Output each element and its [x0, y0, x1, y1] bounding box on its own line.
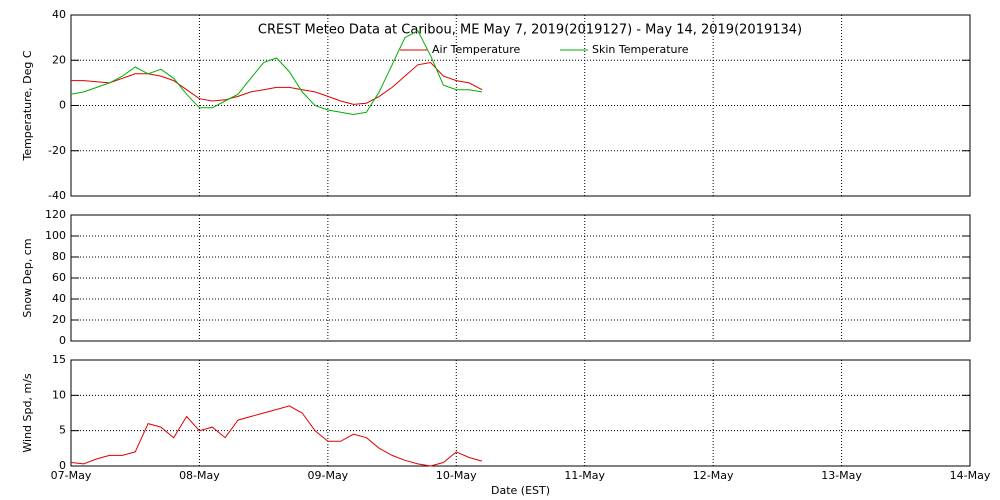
y-tick-label: 0	[59, 459, 66, 472]
y-axis-label: Temperature, Deg C	[21, 50, 34, 161]
y-tick-label: 0	[59, 99, 66, 112]
y-tick-label: 60	[52, 271, 66, 284]
y-tick-label: -40	[48, 189, 66, 202]
plot-frame	[70, 359, 971, 467]
y-tick-label: 40	[52, 8, 66, 21]
x-tick-label: 13-May	[821, 469, 862, 482]
y-tick-label: 20	[52, 313, 66, 326]
y-axis-label: Wind Spd, m/s	[21, 373, 34, 453]
legend-label: Air Temperature	[432, 43, 521, 56]
y-tick-label: -20	[48, 144, 66, 157]
y-tick-label: 10	[52, 388, 66, 401]
data-line	[71, 61, 483, 105]
y-tick-label: 100	[45, 229, 66, 242]
x-tick-label: 08-May	[179, 469, 220, 482]
x-tick-label: 10-May	[436, 469, 477, 482]
y-tick-label: 0	[59, 334, 66, 347]
x-tick-label: 12-May	[693, 469, 734, 482]
y-tick-label: 40	[52, 292, 66, 305]
y-tick-label: 120	[45, 208, 66, 221]
chart-title: CREST Meteo Data at Caribou, ME May 7, 2…	[258, 23, 802, 38]
legend-label: Skin Temperature	[592, 43, 689, 56]
data-line	[70, 30, 483, 116]
x-axis-label: Date (EST)	[491, 484, 550, 497]
y-tick-label: 80	[52, 250, 66, 263]
y-axis-label: Snow Dep, cm	[21, 238, 34, 317]
x-tick-label: 11-May	[564, 469, 605, 482]
data-line	[70, 405, 483, 467]
plot-frame	[70, 14, 971, 197]
x-tick-label: 14-May	[950, 469, 991, 482]
y-tick-label: 15	[52, 353, 66, 366]
x-tick-label: 07-May	[51, 469, 92, 482]
plot-frame	[70, 214, 971, 342]
y-tick-label: 5	[59, 424, 66, 437]
y-tick-label: 20	[52, 53, 66, 66]
x-tick-label: 09-May	[307, 469, 348, 482]
